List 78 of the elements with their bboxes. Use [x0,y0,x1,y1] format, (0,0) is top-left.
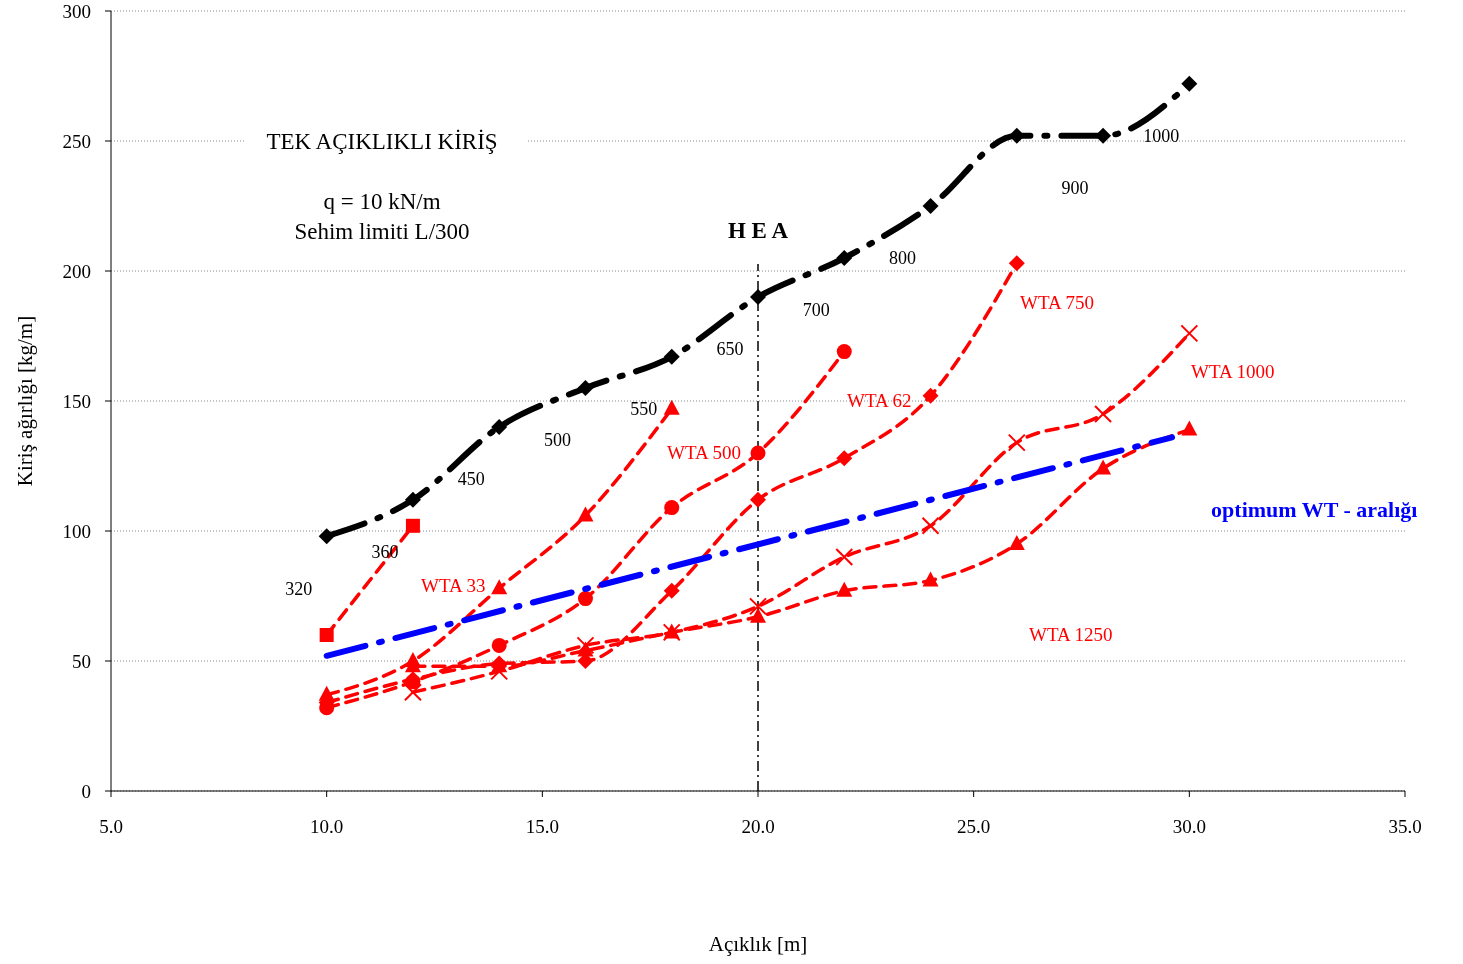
point [1095,459,1112,475]
y-tick-label: 100 [62,520,91,542]
text: TEK AÇIKLIKLI KİRİŞ [266,129,498,155]
annotation: 1000 [1143,126,1180,147]
annotation: 700 [802,300,830,321]
annotation: q = 10 kN/m [323,189,441,215]
y-tick-label: 250 [62,130,91,152]
point [836,344,852,360]
annotation: Sehim limiti L/300 [294,219,470,245]
point [491,419,508,435]
point [750,445,766,461]
point [1008,127,1025,144]
point [922,198,939,214]
point [1008,535,1025,550]
point [836,581,853,597]
point [1095,127,1112,144]
point [576,636,595,655]
annotation: 320 [285,578,313,599]
y-tick-label: 300 [62,0,91,22]
point [836,250,853,266]
point [663,348,680,365]
point [750,491,766,508]
point [922,571,939,587]
annotation: 500 [543,430,571,451]
point [404,491,421,508]
y-tick-label: 200 [62,260,91,282]
annotation: WTA 62 [847,389,912,411]
annotation: 900 [1061,178,1089,199]
point [750,289,766,305]
point [1008,255,1025,272]
point [1181,75,1198,92]
annotation: 450 [457,469,485,490]
point [922,387,939,404]
x-tick-label: 25.0 [957,816,991,837]
annotation: WTA 750 [1020,291,1094,313]
point [1094,405,1113,423]
point [319,628,334,642]
annotation: 800 [889,248,917,269]
point [835,548,854,566]
y-tick-label: 150 [62,390,91,412]
annotation: WTA 500 [667,441,741,463]
point [749,597,767,616]
annotation: 550 [630,399,658,420]
x-tick-label: 15.0 [525,816,559,837]
point [403,683,422,702]
point [921,516,940,535]
point [577,380,594,396]
point [491,579,508,595]
annotation: WTA 33 [421,574,486,596]
x-tick-label: 20.0 [741,816,775,837]
y-axis-title: Kiriş ağırlığı [kg/m] [13,315,37,487]
x-tick-label: 30.0 [1172,816,1206,837]
point [577,641,594,657]
point [1180,324,1199,343]
ref-line-label: H E A [727,218,789,243]
annotation: WTA 1000 [1191,360,1275,382]
point [405,518,420,533]
x-tick-label: 10.0 [310,816,344,837]
point [836,450,853,467]
annotation: WTA 1250 [1029,623,1113,645]
x-tick-label: 5.0 [99,816,123,837]
x-tick-label: 35.0 [1388,816,1422,837]
text: optimum WT - aralığı [1211,497,1418,523]
point [318,528,335,545]
point [663,582,680,599]
point [1007,433,1026,452]
point [663,399,680,415]
x-axis-title: Açıklık [m] [708,932,808,956]
point [664,500,680,516]
point [491,637,507,653]
point [490,662,509,681]
point [750,607,766,623]
annotation: 650 [716,339,744,360]
point [577,591,593,607]
y-tick-label: 50 [72,650,91,672]
point [1181,420,1198,436]
point [577,506,594,522]
y-tick-label: 0 [81,780,91,802]
